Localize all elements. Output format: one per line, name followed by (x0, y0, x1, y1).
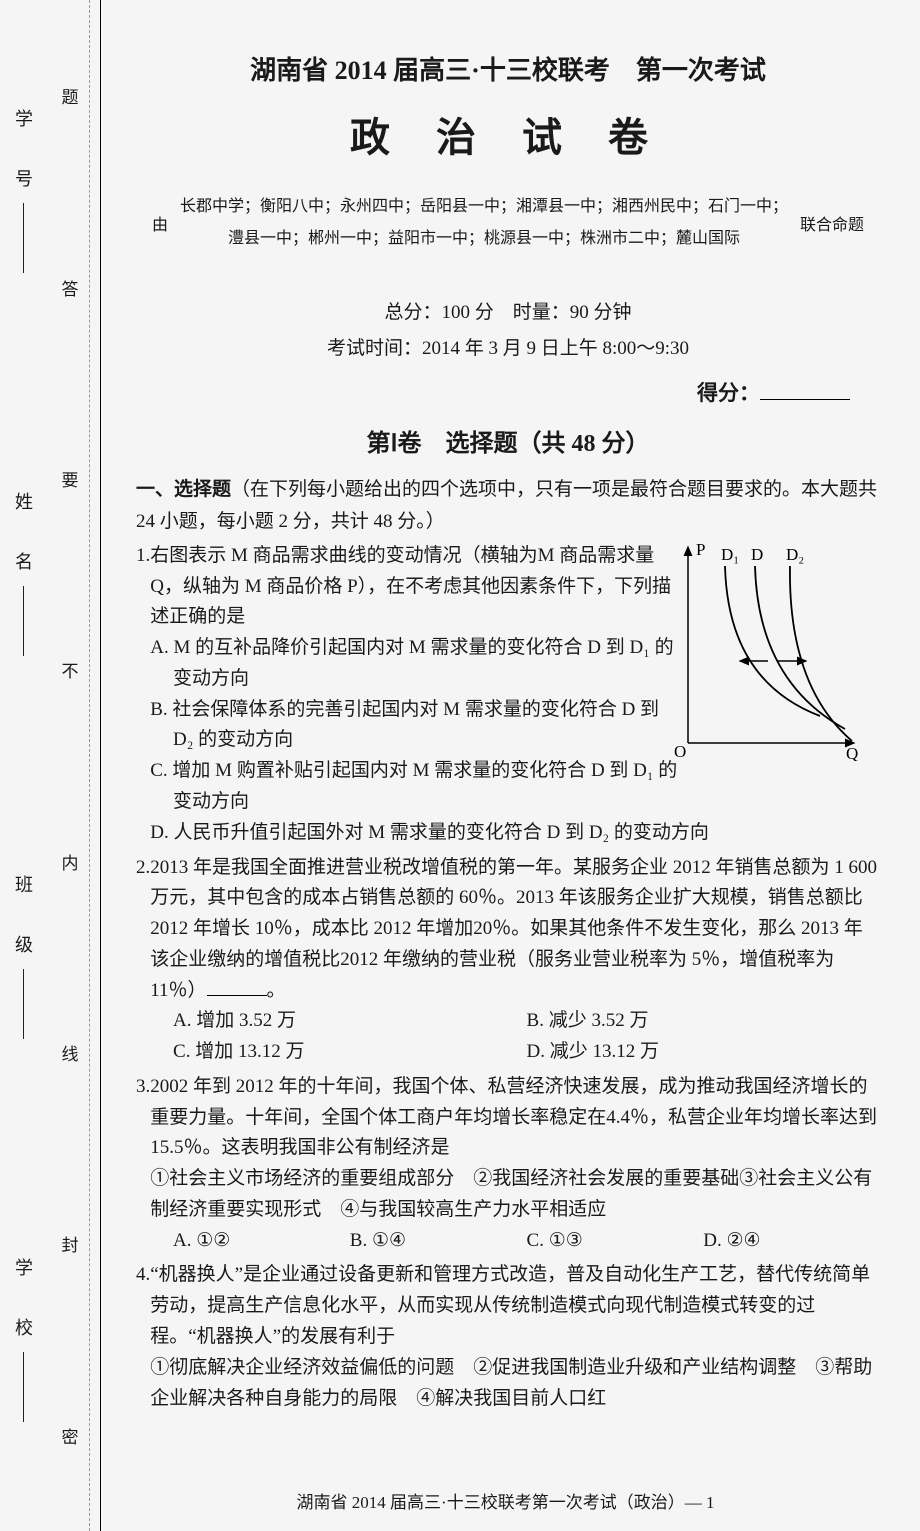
meta-line-1: 总分：100 分 时量：90 分钟 (136, 295, 880, 331)
score-label: 得分： (697, 381, 760, 405)
sub-title: 政 治 试 卷 (136, 105, 880, 163)
svg-text:D₁: D₁ (721, 545, 739, 564)
q3-opt-d: D. ②④ (703, 1226, 880, 1257)
q2-opts-row1: A. 增加 3.52 万 B. 减少 3.52 万 (150, 1006, 880, 1037)
score-line: 得分： (136, 377, 880, 407)
svg-text:O: O (674, 742, 686, 761)
seal-char: 内 (62, 849, 79, 874)
q4-stem: “机器换人”是企业通过设备更新和管理方式改造，普及自动化生产工艺，替代传统简单劳… (150, 1260, 880, 1352)
q4-circled: ①彻底解决企业经济效益偏低的问题 ②促进我国制造业升级和产业结构调整 ③帮助企业… (150, 1353, 880, 1415)
seal-line-chars: 题 答 要 不 内 线 封 密 (55, 0, 85, 1531)
q2-opt-b: B. 减少 3.52 万 (527, 1006, 880, 1037)
binding-fields: 学 号 姓 名 班 级 学 校 (8, 0, 38, 1531)
page-footer: 湖南省 2014 届高三·十三校联考第一次考试（政治）— 1 (101, 1488, 910, 1513)
q3-number: 3. (136, 1072, 150, 1257)
q3-opt-c: C. ①③ (527, 1226, 704, 1257)
binding-strip: 学 号 姓 名 班 级 学 校 题 答 要 不 内 线 封 密 (0, 0, 90, 1531)
q2-tail: 。 (267, 980, 286, 1001)
seal-char: 密 (62, 1423, 79, 1448)
q2-opt-a: A. 增加 3.52 万 (173, 1006, 526, 1037)
section-1-header: 第Ⅰ卷 选择题（共 48 分） (136, 423, 880, 458)
q2-opt-d: D. 减少 13.12 万 (527, 1037, 880, 1068)
field-name: 姓 名 (10, 492, 36, 656)
score-blank (760, 379, 850, 400)
demand-curve-chart: P Q O D₁ D D₂ (670, 541, 860, 761)
q2-number: 2. (136, 853, 150, 1068)
joint-label: 联合命题 (800, 211, 864, 235)
svg-text:Q: Q (846, 744, 858, 761)
svg-text:D₂: D₂ (786, 545, 804, 564)
schools-block: 由 长郡中学；衡阳八中；永州四中；岳阳县一中；湘潭县一中；湘西州民中；石门一中；… (136, 191, 880, 255)
svg-text:P: P (696, 541, 705, 559)
q1-opt-c: C. 增加 M 购置补贴引起国内对 M 需求量的变化符合 D 到 D₁ 的变动方… (150, 756, 880, 818)
q3-stem: 2002 年到 2012 年的十年间，我国个体、私营经济快速发展，成为推动我国经… (150, 1072, 880, 1164)
page-content: 湖南省 2014 届高三·十三校联考 第一次考试 政 治 试 卷 由 长郡中学；… (100, 0, 910, 1531)
q3-circled: ①社会主义市场经济的重要组成部分 ②我国经济社会发展的重要基础③社会主义公有制经… (150, 1164, 880, 1226)
seal-char: 不 (62, 657, 79, 682)
exam-meta: 总分：100 分 时量：90 分钟 考试时间：2014 年 3 月 9 日上午 … (136, 295, 880, 367)
q3-opt-a: A. ①② (173, 1226, 350, 1257)
q2-opt-c: C. 增加 13.12 万 (173, 1037, 526, 1068)
seal-char: 题 (62, 83, 79, 108)
question-4: 4. “机器换人”是企业通过设备更新和管理方式改造，普及自动化生产工艺，替代传统… (136, 1260, 880, 1414)
q1-number: 1. (136, 541, 150, 849)
intro-text: （在下列每小题给出的四个选项中，只有一项是最符合题目要求的。本大题共 24 小题… (136, 479, 877, 531)
q2-blank (207, 979, 267, 996)
seal-char: 线 (62, 1040, 79, 1065)
q3-opt-b: B. ①④ (350, 1226, 527, 1257)
schools-line-1: 长郡中学；衡阳八中；永州四中；岳阳县一中；湘潭县一中；湘西州民中；石门一中； (180, 191, 788, 223)
question-1: PQOD₁DD₂ 1. 右图表示 M 商品需求曲线的变动情况（横轴为M 商品需求… (136, 541, 880, 849)
seal-char: 封 (62, 1231, 79, 1256)
field-class: 班 级 (10, 875, 36, 1039)
school-lines: 长郡中学；衡阳八中；永州四中；岳阳县一中；湘潭县一中；湘西州民中；石门一中； 澧… (180, 191, 788, 255)
field-school: 学 校 (10, 1258, 36, 1422)
q3-opts: A. ①② B. ①④ C. ①③ D. ②④ (150, 1226, 880, 1257)
question-3: 3. 2002 年到 2012 年的十年间，我国个体、私营经济快速发展，成为推动… (136, 1072, 880, 1257)
meta-line-2: 考试时间：2014 年 3 月 9 日上午 8:00～9:30 (136, 331, 880, 367)
field-student-id: 学 号 (10, 109, 36, 273)
by-label: 由 (152, 211, 168, 235)
intro-label: 一、选择题 (136, 479, 231, 500)
schools-line-2: 澧县一中；郴州一中；益阳市一中；桃源县一中；株洲市二中；麓山国际 (180, 223, 788, 255)
question-2: 2. 2013 年是我国全面推进营业税改增值税的第一年。某服务企业 2012 年… (136, 853, 880, 1068)
svg-text:D: D (751, 545, 763, 564)
main-title: 湖南省 2014 届高三·十三校联考 第一次考试 (136, 50, 880, 87)
seal-char: 答 (62, 275, 79, 300)
chart-svg: P Q O D₁ D D₂ (670, 541, 860, 761)
q4-number: 4. (136, 1260, 150, 1414)
section-1-instructions: 一、选择题（在下列每小题给出的四个选项中，只有一项是最符合题目要求的。本大题共 … (136, 474, 880, 537)
q2-opts-row2: C. 增加 13.12 万 D. 减少 13.12 万 (150, 1037, 880, 1068)
q1-opt-d: D. 人民币升值引起国外对 M 需求量的变化符合 D 到 D₂ 的变动方向 (150, 818, 880, 849)
seal-char: 要 (62, 466, 79, 491)
